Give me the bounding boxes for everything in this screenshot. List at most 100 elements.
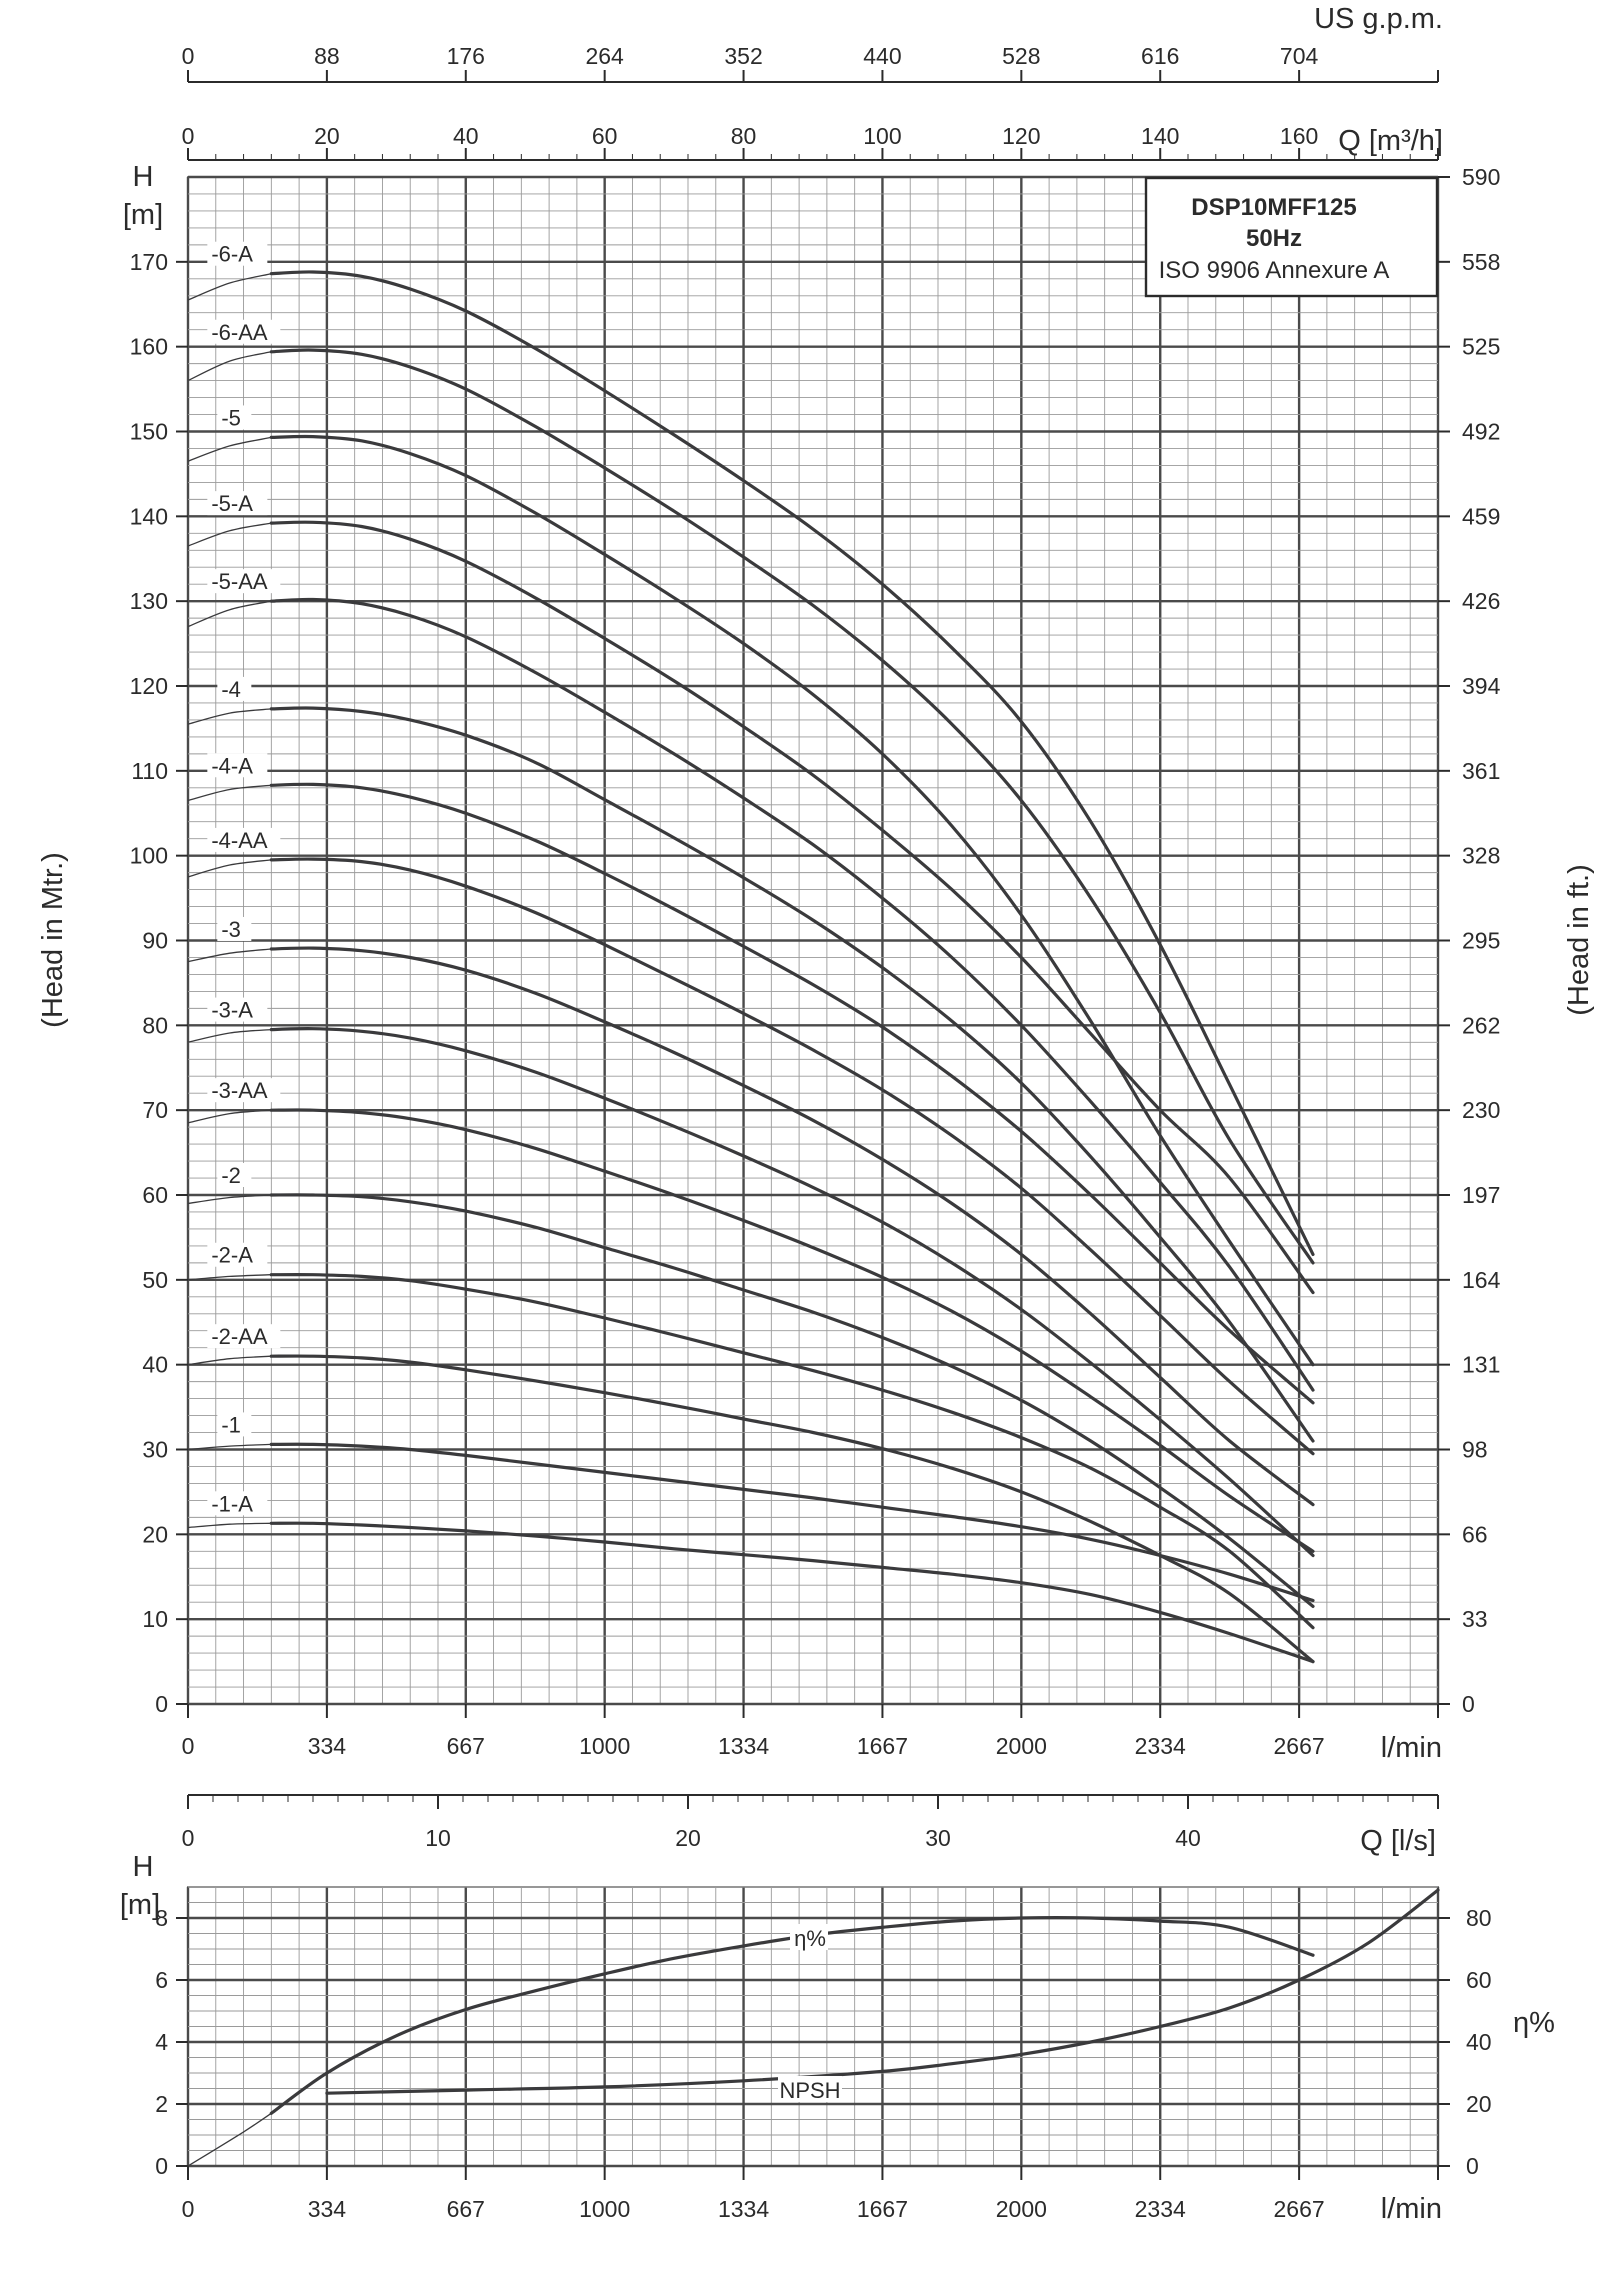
m3h-tick-label: 100 (863, 123, 901, 149)
npsh-curve (325, 1888, 1440, 2095)
curve-label-bg (207, 241, 268, 266)
left-y-tick-label: 120 (130, 673, 168, 699)
lmin-tick-label: 0 (182, 1733, 195, 1759)
lmin-tick-label: 2334 (1135, 1733, 1186, 1759)
head-curve (269, 1108, 1315, 1553)
right-y-tick-label: 558 (1462, 249, 1500, 275)
usgpm-tick-label: 440 (863, 43, 901, 69)
usgpm-tick-label: 616 (1141, 43, 1179, 69)
m3h-tick-label: 80 (731, 123, 757, 149)
usgpm-tick-label: 88 (314, 43, 340, 69)
low-lmin-tick-label: 2000 (996, 2196, 1047, 2222)
model-name: DSP10MFF125 (1191, 194, 1356, 221)
right-y-tick-label: 361 (1462, 758, 1500, 784)
curve-label-bg (217, 916, 252, 941)
low-lmin-tick-label: 1000 (579, 2196, 630, 2222)
head-curve-extension (187, 1355, 272, 1366)
usgpm-tick-label: 528 (1002, 43, 1040, 69)
right-y-tick-label: 230 (1462, 1097, 1500, 1123)
curve-label: -4 (221, 677, 241, 702)
curve-label-bg (207, 319, 281, 344)
left-y-tick-label: 130 (130, 588, 168, 614)
curve-label-bg (207, 1324, 281, 1349)
lmin-tick-label: 334 (308, 1733, 347, 1759)
lmin-tick-label: 2667 (1274, 1733, 1325, 1759)
low-left-y-tick-label: 8 (155, 1905, 168, 1931)
chart-labels: -6-A -6-AA -5 -5-A -5-AA -4 -4-A -4-AA -3 -3-A -3-… (207, 176, 1439, 2103)
left-y-tick-label: 160 (130, 334, 168, 360)
head-curve (269, 520, 1315, 1295)
head-curve (269, 1273, 1315, 1630)
low-lmin-tick-label: 1667 (857, 2196, 908, 2222)
usgpm-tick-label: 352 (724, 43, 762, 69)
ls-tick-label: 40 (1175, 1825, 1201, 1851)
curve-label: -1 (221, 1412, 241, 1437)
curve-label-bg (207, 753, 268, 778)
left-y-tick-label: 170 (130, 249, 168, 275)
low-lmin-tick-label: 334 (308, 2196, 347, 2222)
left-y-tick-label: 100 (130, 843, 168, 869)
usgpm-tick-label: 264 (585, 43, 624, 69)
curve-label-bg (207, 997, 268, 1022)
low-left-y-tick-label: 6 (155, 1967, 168, 1993)
m3h-tick-label: 160 (1280, 123, 1318, 149)
curve-label-bg (207, 491, 268, 516)
left-y-tick-label: 110 (131, 758, 168, 784)
right-y-tick-label: 0 (1462, 1691, 1475, 1717)
head-curve (269, 857, 1315, 1456)
head-curve-extension (187, 1443, 272, 1451)
m3h-tick-label: 20 (314, 123, 340, 149)
m3h-tick-label: 60 (592, 123, 618, 149)
head-curve-extension (187, 522, 272, 547)
left-y-tick-label: 50 (142, 1267, 168, 1293)
low-right-y-tick-label: 60 (1466, 1967, 1492, 1993)
right-y-tick-label: 164 (1462, 1267, 1501, 1293)
curve-label-bg (207, 1491, 268, 1516)
right-y-tick-label: 459 (1462, 503, 1500, 529)
head-curve (269, 782, 1315, 1405)
curve-label: -1-A (211, 1491, 253, 1516)
model-title-box: DSP10MFF125 50Hz ISO 9906 Annexure A (1144, 176, 1439, 298)
low-right-y-tick-label: 0 (1466, 2153, 1479, 2179)
left-side-label: (Head in Mtr.) (37, 852, 69, 1028)
head-curve (269, 946, 1315, 1507)
curve-label: -5-AA (211, 569, 268, 594)
low-right-y-tick-label: 20 (1466, 2091, 1492, 2117)
curve-label: -6-A (211, 242, 253, 267)
left-y-tick-label: 70 (142, 1097, 168, 1123)
efficiency-curve-label: η% (794, 1926, 826, 1951)
right-y-tick-label: 66 (1462, 1521, 1488, 1547)
title-box-frame (1144, 176, 1439, 298)
head-curve-extension (187, 948, 272, 963)
right-side-label: (Head in ft.) (1563, 864, 1595, 1016)
curve-label: -2-A (211, 1243, 253, 1268)
low-left-y-tick-label: 2 (155, 2091, 168, 2117)
curve-label: -3-AA (211, 1078, 268, 1103)
head-curve (269, 1521, 1315, 1664)
lmin-tick-label: 2000 (996, 1733, 1047, 1759)
head-curve-extension (187, 273, 272, 301)
low-right-y-tick-label: 40 (1466, 2029, 1492, 2055)
eta-label-bg (790, 1924, 828, 1950)
head-curve (269, 1193, 1315, 1608)
right-y-tick-label: 33 (1462, 1606, 1488, 1632)
efficiency-curve (269, 1916, 1315, 2115)
ls-axis-title: Q [l/s] (1360, 1825, 1436, 1857)
left-y-tick-label: 40 (142, 1352, 168, 1378)
right-y-tick-label: 525 (1462, 334, 1500, 360)
head-curve (269, 348, 1315, 1265)
right-y-tick-label: 394 (1462, 673, 1501, 699)
curve-label: -4-A (211, 753, 253, 778)
head-curve-extension (187, 1274, 272, 1281)
right-y-tick-label: 492 (1462, 419, 1500, 445)
usgpm-tick-label: 176 (447, 43, 485, 69)
left-y-tick-label: 140 (130, 503, 168, 529)
head-curve-extension (187, 1522, 272, 1529)
curve-label: -5 (221, 405, 241, 430)
usgpm-axis-title: US g.p.m. (1314, 3, 1443, 35)
left-y-tick-label: 10 (142, 1606, 168, 1632)
right-y-tick-label: 426 (1462, 588, 1500, 614)
right-y-tick-label: 131 (1462, 1352, 1500, 1378)
low-lmin-tick-label: 1334 (718, 2196, 769, 2222)
